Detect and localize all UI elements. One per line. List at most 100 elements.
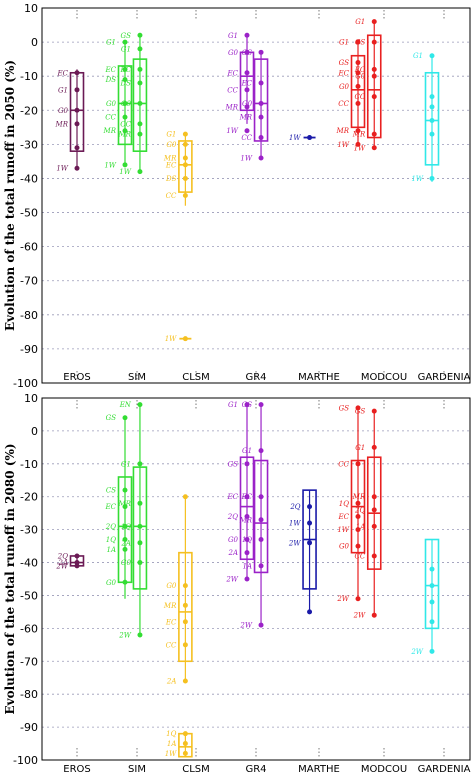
point-label: 1Q [166, 730, 176, 738]
data-point [244, 49, 250, 55]
category-label: EROS [63, 372, 91, 383]
data-point [244, 87, 250, 93]
point-label: G0 [339, 543, 350, 551]
box-marthe: 1W [289, 134, 316, 142]
point-label: DS [105, 76, 117, 84]
data-point [355, 128, 361, 134]
data-point [355, 596, 361, 602]
point-label: 1Q [242, 536, 252, 544]
point-label: MR [352, 131, 366, 139]
data-point [355, 141, 361, 147]
category-label: GARDENIA [418, 764, 471, 775]
point-label: G1 [355, 18, 365, 26]
point-label: 1A [356, 523, 366, 531]
category-label: MODCOU [361, 764, 407, 775]
data-point [371, 553, 377, 559]
data-point [355, 500, 361, 506]
box-body [132, 58, 148, 152]
y-tick-label: -50 [20, 207, 38, 220]
data-point [429, 648, 435, 654]
point-label: CC [166, 641, 177, 649]
data-point [429, 566, 435, 572]
point-label: EC [119, 66, 131, 74]
data-point [182, 619, 188, 625]
category-label: MARTHE [298, 372, 340, 383]
point-label: G0 [58, 107, 69, 115]
box-clsm: 1W [165, 335, 192, 343]
point-label: 2W [239, 622, 252, 630]
point-label: EC [354, 66, 366, 74]
category-label: CLSM [182, 372, 210, 383]
y-tick-label: 0 [31, 36, 38, 49]
point-label: MR [239, 516, 253, 524]
point-label: 2Q [354, 506, 365, 514]
data-point [182, 494, 188, 500]
point-label: G1 [121, 460, 131, 468]
point-label: 2W [118, 631, 131, 639]
box-gr4: GS EC G0 MR CC 1W [239, 49, 269, 163]
point-label: GS [242, 49, 253, 57]
point-label: EC [105, 66, 117, 74]
point-label: 2W [288, 539, 301, 547]
data-point [137, 80, 143, 86]
point-label: CC [105, 114, 116, 122]
point-label: G1 [166, 131, 176, 139]
y-tick-label: -100 [13, 754, 38, 767]
data-point [74, 121, 80, 127]
point-label: CC [241, 134, 252, 142]
data-point [258, 494, 264, 500]
data-point [371, 494, 377, 500]
data-point [122, 66, 128, 72]
point-label: 1A [243, 562, 253, 570]
data-point [74, 70, 80, 76]
data-point [74, 165, 80, 171]
data-point [122, 114, 128, 120]
box-body [366, 34, 382, 139]
data-point [137, 461, 143, 467]
point-label: MR [239, 114, 253, 122]
point-label: 1Q [121, 523, 131, 531]
point-label: G0 [242, 100, 253, 108]
box-sim: GS G1 EC DS G0 CC MR 1W [117, 32, 148, 176]
point-label: 1W [337, 141, 349, 149]
category-label: GARDENIA [418, 372, 471, 383]
data-point [137, 523, 143, 529]
point-label: G0 [106, 579, 117, 587]
data-point [137, 402, 143, 408]
data-point [122, 77, 128, 83]
y-axis-label: Evolution of the total runoff in 2080 (%… [3, 443, 17, 714]
category-label: MARTHE [298, 764, 340, 775]
y-tick-label: -30 [20, 524, 38, 537]
point-label: EC [241, 493, 253, 501]
point-label: 1W [165, 750, 177, 758]
data-point [244, 550, 250, 556]
data-point [355, 461, 361, 467]
data-point [429, 118, 435, 123]
data-point [74, 145, 80, 151]
point-label: EN [119, 401, 132, 409]
data-point [258, 80, 264, 86]
point-label: GS [106, 414, 117, 422]
point-label: G0 [355, 73, 366, 81]
box-body [178, 551, 193, 663]
box-body [178, 140, 193, 193]
point-label: MR [103, 127, 117, 135]
point-label: GS [339, 59, 350, 67]
data-point [355, 543, 361, 549]
point-label: G0 [339, 83, 350, 91]
point-label: CC [355, 93, 366, 101]
point-label: G0 [166, 141, 177, 149]
point-label: 1W [289, 134, 301, 142]
point-label: MR [336, 127, 350, 135]
point-label: G0 [228, 49, 239, 57]
point-label: 1Q [106, 536, 116, 544]
data-point [182, 642, 188, 648]
data-point [429, 619, 435, 625]
data-point [137, 540, 143, 546]
plot-frame [41, 7, 471, 384]
